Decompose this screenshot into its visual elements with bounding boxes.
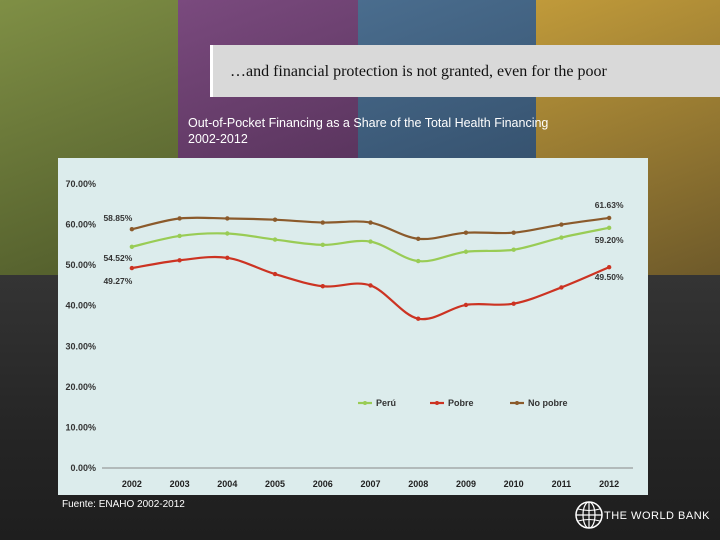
data-point (559, 235, 564, 240)
slide-title: …and financial protection is not granted… (230, 63, 607, 80)
x-tick-label: 2010 (504, 479, 524, 489)
x-tick-label: 2011 (552, 479, 572, 489)
title-bar: …and financial protection is not granted… (210, 45, 720, 97)
data-point (606, 264, 612, 270)
data-point (272, 237, 278, 242)
data-point (272, 217, 278, 222)
world-bank-logo (575, 501, 603, 529)
data-label: 61.63% (595, 200, 624, 210)
data-point (272, 271, 278, 277)
data-label: 59.20% (595, 235, 624, 245)
data-label: 54.52% (103, 253, 132, 263)
data-label: 49.50% (595, 272, 624, 282)
chart-subtitle: Out-of-Pocket Financing as a Share of th… (188, 115, 628, 147)
data-point (320, 220, 325, 225)
series-line (131, 255, 610, 321)
data-point (511, 247, 516, 252)
x-tick-label: 2012 (599, 479, 619, 489)
y-tick-label: 20.00% (65, 382, 96, 392)
y-tick-label: 10.00% (65, 422, 96, 432)
data-point (129, 227, 135, 232)
legend-label: Perú (376, 398, 396, 408)
globe-icon (575, 501, 603, 529)
x-tick-label: 2002 (122, 479, 142, 489)
data-point (416, 236, 421, 241)
subtitle-line-1: Out-of-Pocket Financing as a Share of th… (188, 116, 549, 130)
y-tick-label: 60.00% (65, 220, 96, 230)
data-point (225, 231, 230, 236)
data-point (177, 233, 182, 239)
data-point (368, 283, 373, 288)
x-tick-label: 2006 (313, 479, 333, 489)
x-tick-label: 2004 (217, 479, 237, 489)
source-note: Fuente: ENAHO 2002-2012 (62, 499, 185, 510)
data-point (416, 258, 421, 264)
line-chart: 0.00% 10.00% 20.00% 30.00% 40.00% 50.00% 60.00… (65, 179, 633, 489)
x-tick-label: 2007 (360, 479, 380, 489)
data-point (511, 301, 516, 306)
y-tick-label: 70.00% (65, 179, 96, 189)
legend-label: Pobre (448, 398, 474, 408)
data-point (225, 255, 230, 261)
data-label: 58.85% (103, 213, 132, 223)
data-point (559, 222, 564, 227)
data-point (129, 244, 135, 250)
subtitle-line-2: 2002-2012 (188, 132, 248, 146)
data-point (559, 285, 564, 290)
data-point (320, 284, 325, 289)
y-tick-label: 40.00% (65, 301, 96, 311)
world-bank-logo-text: THE WORLD BANK (604, 510, 711, 522)
data-point (416, 316, 421, 321)
data-point (129, 265, 135, 271)
data-point (463, 302, 469, 308)
chart-area: 0.00% 10.00% 20.00% 30.00% 40.00% 50.00% 60.00… (58, 158, 648, 495)
legend-label: No pobre (528, 398, 568, 408)
data-point (606, 215, 612, 221)
data-point (320, 242, 325, 248)
series-line (131, 226, 610, 263)
legend-marker (515, 401, 519, 405)
x-tick-label: 2009 (456, 479, 476, 489)
data-point (368, 239, 373, 244)
data-label: 49.27% (103, 276, 132, 286)
y-tick-label: 0.00% (70, 463, 96, 473)
data-point (511, 230, 516, 235)
x-tick-label: 2005 (265, 479, 285, 489)
y-tick-label: 50.00% (65, 260, 96, 270)
data-point (177, 258, 182, 263)
data-point (177, 216, 182, 221)
legend-marker (435, 401, 439, 405)
data-point (225, 216, 230, 221)
legend-marker (363, 401, 367, 405)
x-tick-label: 2003 (170, 479, 190, 489)
x-tick-label: 2008 (408, 479, 428, 489)
data-point (368, 220, 373, 225)
data-point (463, 230, 469, 235)
data-point (606, 225, 612, 231)
y-tick-label: 30.00% (65, 341, 96, 351)
data-point (463, 249, 469, 254)
